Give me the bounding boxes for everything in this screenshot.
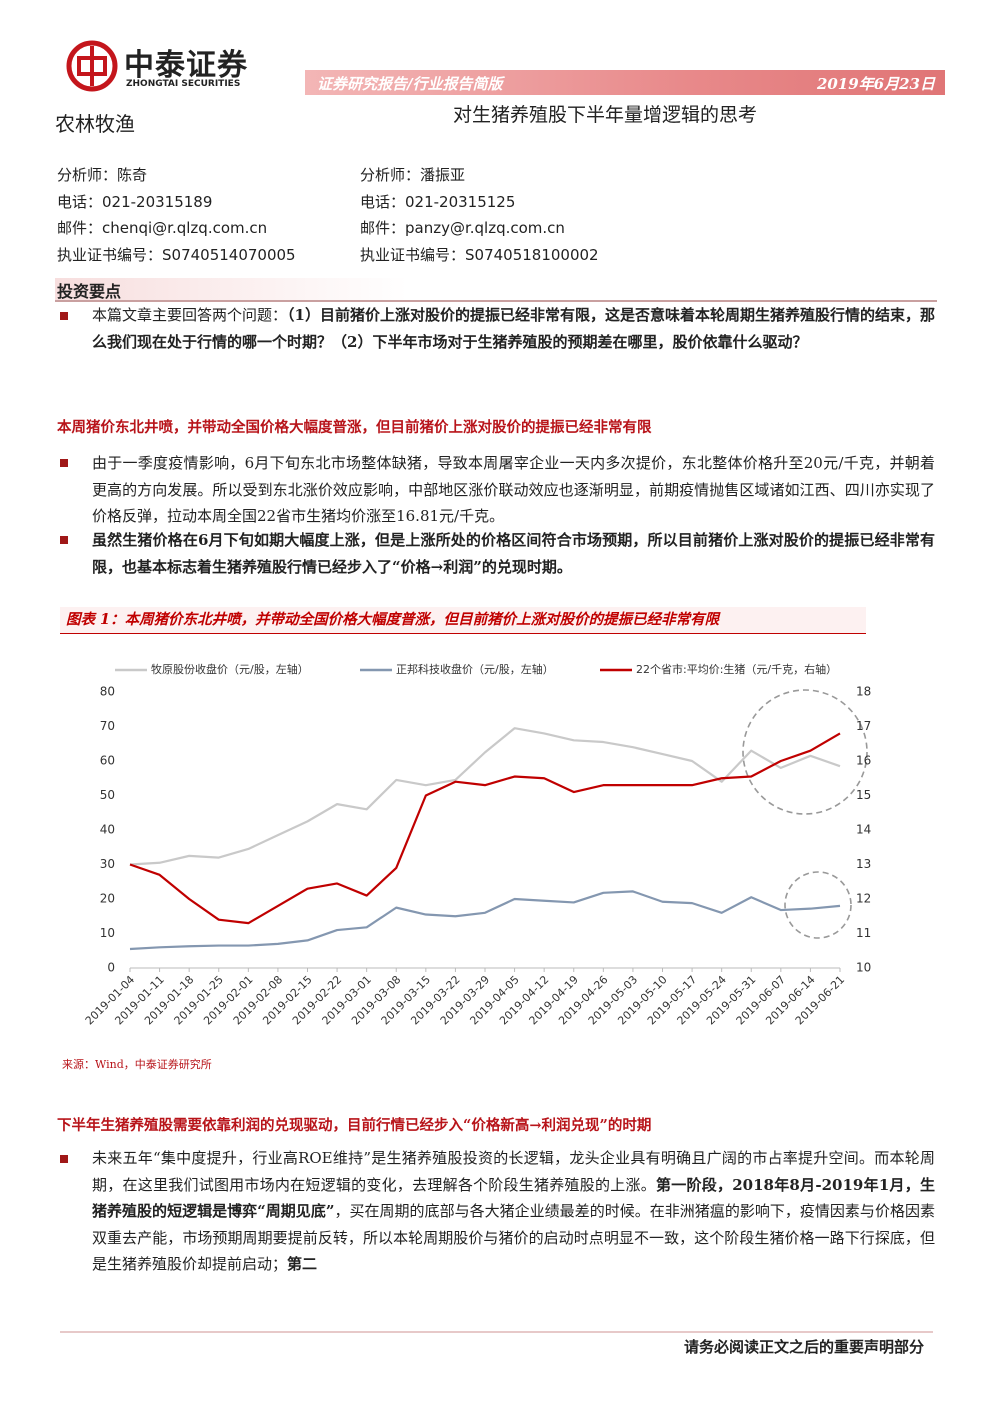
logo-name: 中泰证券 (124, 48, 248, 83)
highlight-circle (784, 871, 852, 939)
subheading: 本周猪价东北井喷，并带动全国价格大幅度普涨，但目前猪价上涨对股价的提振已经非常有… (57, 419, 652, 436)
legend-label: 22个省市:平均价:生猪（元/千克，右轴） (636, 662, 837, 676)
analyst-line: 执业证书编号：S0740514070005 (57, 245, 296, 264)
series-line (129, 727, 841, 866)
y2-tick-label: 14 (856, 823, 871, 837)
text-run: 本篇文章主要回答两个问题： (92, 306, 288, 324)
legend-label: 正邦科技收盘价（元/股，左轴） (396, 662, 554, 676)
sector: 农林牧渔 (55, 112, 135, 136)
logo-mark (66, 40, 118, 92)
y2-tick-label: 17 (856, 719, 871, 733)
y-tick-label: 70 (100, 719, 115, 733)
bullet (60, 536, 68, 544)
paragraph: 由于一季度疫情影响，6月下旬东北市场整体缺猪，导致本周屠宰企业一天内多次提价，东… (92, 450, 935, 530)
analyst: 分析师：潘振亚电话：021-20315125 邮件：panzy@r.qlzq.co… (360, 162, 599, 268)
series-line (129, 732, 841, 925)
analyst-line: 邮件：panzy@r.qlzq.com.cn (360, 219, 565, 237)
chart: 010203040506070801011121314151617182019-… (83, 662, 871, 1027)
footer-note: 请务必阅读正文之后的重要声明部分 (683, 1338, 924, 1356)
text-run: （1）目前猪价上涨对股价的提振已经非常有限，这是否意味着本轮周期生猪养殖股行情的… (92, 306, 935, 351)
y-tick-label: 80 (100, 685, 115, 699)
analyst-line: 邮件：chenqi@r.qlzq.com.cn (57, 219, 268, 237)
bullet (60, 459, 68, 467)
analyst-line: 执业证书编号：S0740518100002 (360, 245, 599, 264)
y-tick-label: 0 (107, 961, 115, 975)
paragraph: 本篇文章主要回答两个问题：（1）目前猪价上涨对股价的提振已经非常有限，这是否意味… (92, 302, 935, 355)
text-run: 第二 (287, 1255, 318, 1273)
subheading: 下半年生猪养殖股需要依靠利润的兑现驱动，目前行情已经步入“价格新高→利润兑现”的… (57, 1117, 652, 1134)
text-run: 未来五年“集中度提升，行业高ROE维持”是生猪养殖股投资的长逻辑，龙头企业具有明… (92, 1149, 935, 1194)
chart-title: 图表 1：本周猪价东北井喷，并带动全国价格大幅度普涨，但目前猪价上涨对股价的提振… (60, 607, 866, 634)
y-tick-label: 60 (100, 754, 115, 768)
legend-label: 牧原股份收盘价（元/股，左轴） (151, 662, 309, 676)
y-tick-label: 20 (100, 892, 115, 906)
y2-tick-label: 16 (856, 754, 871, 768)
y2-tick-label: 11 (856, 926, 871, 940)
section-heading: 投资要点 (55, 278, 937, 302)
y2-tick-label: 10 (856, 961, 871, 975)
y2-tick-label: 15 (856, 788, 871, 802)
y2-tick-label: 12 (856, 892, 871, 906)
analyst: 分析师：陈奇电话：021-20315189 邮件：chenqi@r.qlzq.co… (57, 162, 296, 268)
paragraph: 虽然生猪价格在6月下旬如期大幅度上涨，但是上涨所处的价格区间符合市场预期，所以目… (92, 527, 935, 580)
y-tick-label: 30 (100, 857, 115, 871)
highlight-circle (742, 689, 868, 815)
text-run: 由于一季度疫情影响，6月下旬东北市场整体缺猪，导致本周屠宰企业一天内多次提价，东… (92, 454, 935, 525)
chart-source: 来源：Wind，中泰证券研究所 (62, 1058, 212, 1071)
paragraph: 未来五年“集中度提升，行业高ROE维持”是生猪养殖股投资的长逻辑，龙头企业具有明… (92, 1145, 935, 1278)
logo-english: ZHONGTAI SECURITIES (126, 79, 241, 89)
analyst-line: 电话：021-20315125 (360, 192, 516, 211)
banner-text: 证券研究报告/行业报告简版 (317, 75, 503, 93)
footer-rule (60, 1331, 933, 1333)
report-date: 2019年6月23日 (816, 75, 935, 93)
analyst-line: 电话：021-20315189 (57, 192, 213, 211)
analyst-line: 分析师：陈奇 (57, 166, 148, 184)
text-run: 虽然生猪价格在6月下旬如期大幅度上涨，但是上涨所处的价格区间符合市场预期，所以目… (92, 531, 935, 576)
bullet (60, 1155, 68, 1163)
y2-tick-label: 13 (856, 857, 871, 871)
y-tick-label: 10 (100, 926, 115, 940)
text-run: ，买在周期的底部与各大猪企业绩最差的时候。在非洲猪瘟的影响下，疫情因素与价格因素… (92, 1202, 935, 1273)
y-tick-label: 40 (100, 823, 115, 837)
y2-tick-label: 18 (856, 685, 871, 699)
analyst-line: 分析师：潘振亚 (360, 166, 466, 184)
report-title: 对生猪养殖股下半年量增逻辑的思考 (452, 104, 757, 126)
text-run: 第一阶段，2018年8月-2019年1月，生猪养殖股的短逻辑是博弈“周期见底” (92, 1175, 935, 1221)
series-line (129, 890, 841, 951)
y-tick-label: 50 (100, 788, 115, 802)
bullet (60, 312, 68, 320)
banner: 证券研究报告/行业报告简版 2019年6月23日 (305, 70, 945, 95)
